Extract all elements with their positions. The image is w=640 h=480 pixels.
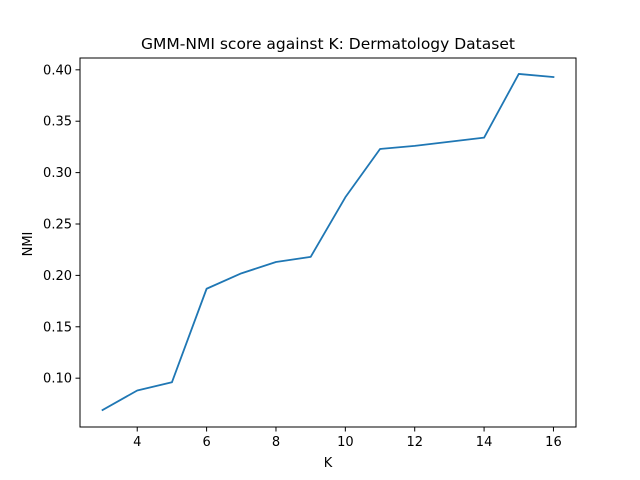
x-tick-label: 8 — [272, 435, 280, 450]
plot-area — [79, 57, 577, 428]
x-tick-label: 16 — [545, 435, 562, 450]
y-tick-label: 0.10 — [43, 372, 72, 387]
series-line-0 — [101, 73, 555, 412]
x-tick-label: 6 — [202, 435, 210, 450]
x-axis-ticks: 4 6 8 10 12 14 16 — [133, 427, 562, 450]
x-tick-label: 14 — [476, 435, 493, 450]
y-tick-label: 0.30 — [43, 166, 72, 181]
y-tick-label: 0.35 — [43, 115, 72, 130]
x-axis-label: K — [324, 456, 333, 471]
y-tick-label: 0.40 — [43, 63, 72, 78]
axes-frame — [79, 57, 577, 428]
x-tick-label: 4 — [133, 435, 141, 450]
chart-title: GMM-NMI score against K: Dermatology Dat… — [141, 35, 515, 53]
y-tick-label: 0.25 — [43, 217, 72, 232]
y-tick-label: 0.20 — [43, 269, 72, 284]
y-axis-ticks: 0.10 0.15 0.20 0.25 0.30 0.35 0.40 — [43, 63, 80, 387]
x-tick-label: 12 — [406, 435, 423, 450]
y-tick-label: 0.15 — [43, 320, 72, 335]
y-axis-label: NMI — [21, 232, 36, 257]
x-tick-label: 10 — [337, 435, 354, 450]
